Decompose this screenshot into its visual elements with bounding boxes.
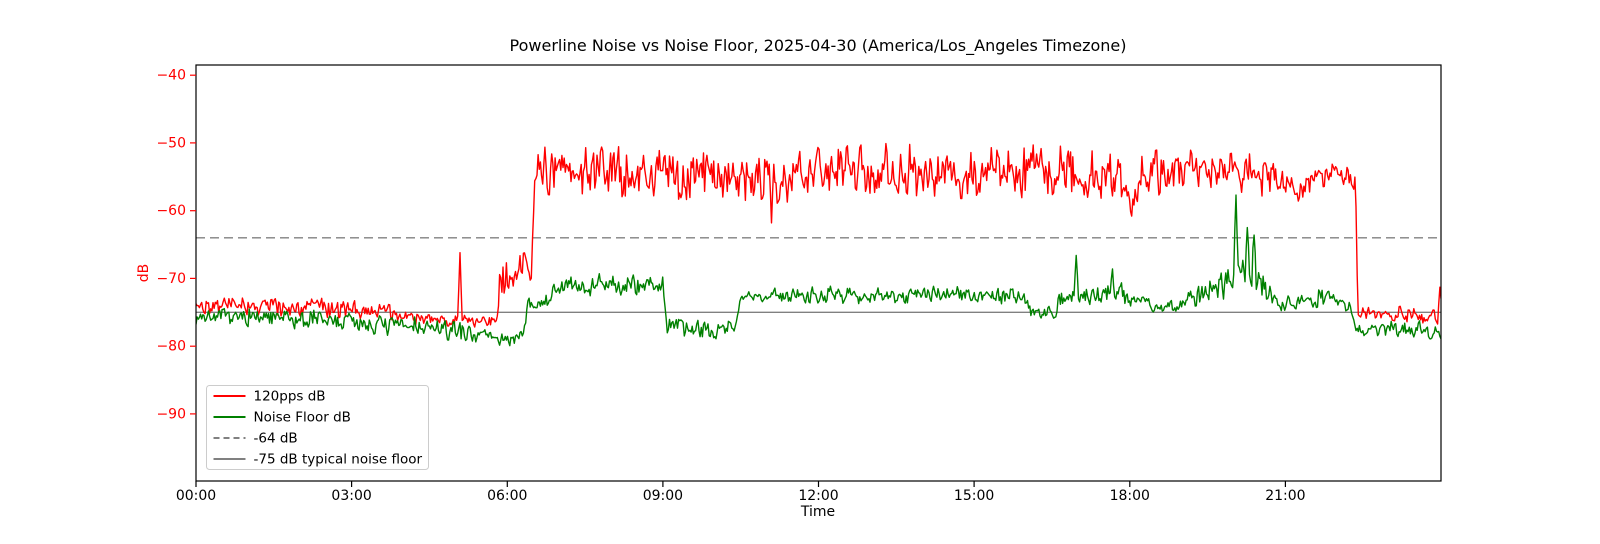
legend-box xyxy=(206,385,429,470)
legend-entry-label: -75 dB typical noise floor xyxy=(254,452,423,468)
y-tick-label: −70 xyxy=(156,271,186,287)
y-axis-label: dB xyxy=(136,264,152,283)
x-tick-label: 12:00 xyxy=(798,488,838,504)
series-lines xyxy=(196,142,1441,347)
series-line-noise-floor-db xyxy=(196,194,1441,347)
y-tick-label: −50 xyxy=(156,135,186,151)
y-axis-ticks: −40 −50 −60 −70 −80 −90 xyxy=(156,68,196,422)
series-line-120pps-db xyxy=(196,142,1441,328)
chart-title: Powerline Noise vs Noise Floor, 2025-04-… xyxy=(510,36,1127,56)
y-tick-label: −90 xyxy=(156,406,186,422)
x-tick-label: 18:00 xyxy=(1110,488,1150,504)
legend: 120pps dB Noise Floor dB -64 dB -75 dB typi… xyxy=(206,385,429,470)
x-tick-label: 21:00 xyxy=(1265,488,1305,504)
y-tick-label: −80 xyxy=(156,339,186,355)
y-tick-label: −60 xyxy=(156,203,186,219)
x-tick-label: 09:00 xyxy=(643,488,683,504)
x-tick-label: 00:00 xyxy=(176,488,216,504)
x-axis-label: Time xyxy=(800,504,835,520)
x-tick-label: 06:00 xyxy=(487,488,527,504)
legend-entry-label: -64 dB xyxy=(254,431,298,447)
x-tick-label: 15:00 xyxy=(954,488,994,504)
reference-lines xyxy=(196,237,1441,313)
y-tick-label: −40 xyxy=(156,68,186,84)
legend-entry-label: Noise Floor dB xyxy=(254,410,351,426)
legend-entry-label: 120pps dB xyxy=(254,389,326,405)
x-tick-label: 03:00 xyxy=(331,488,371,504)
x-axis-ticks: 00:00 03:00 06:00 09:00 12:00 15:00 18:00 21:00 xyxy=(176,481,1306,504)
